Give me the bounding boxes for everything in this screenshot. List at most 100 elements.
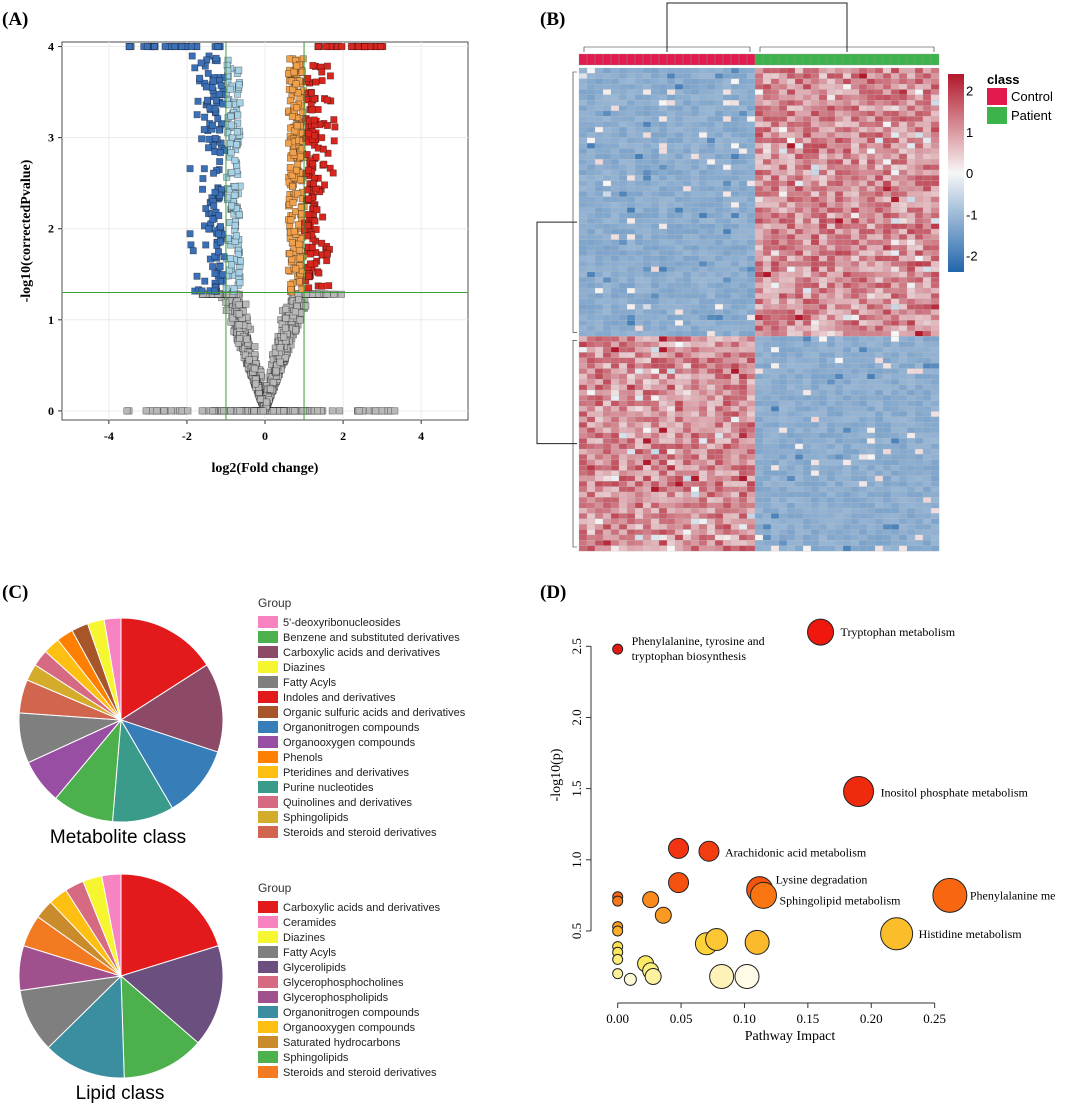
volcano-point-up: [299, 55, 307, 63]
class-annotation-cell: [866, 53, 876, 66]
heatmap-cell: [634, 196, 644, 203]
heatmap-cell: [866, 94, 876, 101]
volcano-point-down-strong: [196, 74, 204, 82]
class-annotation-cell: [850, 53, 860, 66]
heatmap-cell: [922, 255, 932, 262]
heatmap-cell: [634, 400, 644, 407]
heatmap-cell: [866, 250, 876, 257]
heatmap-cell: [610, 389, 620, 396]
heatmap-cell: [778, 363, 788, 369]
heatmap-cell: [826, 159, 836, 165]
heatmap-cell: [802, 330, 812, 337]
heatmap-cell: [578, 67, 588, 74]
heatmap-cell: [898, 379, 908, 385]
heatmap-cell: [674, 73, 684, 79]
heatmap-cell: [834, 416, 844, 423]
heatmap-cell: [650, 207, 660, 214]
heatmap-cell: [762, 239, 772, 246]
heatmap-cell: [898, 352, 908, 359]
volcano-point-ns: [295, 296, 303, 304]
heatmap-cell: [794, 320, 804, 326]
heatmap-cell: [698, 132, 708, 138]
heatmap-cell: [634, 148, 644, 155]
heatmap-cell: [842, 228, 852, 235]
heatmap-cell: [722, 384, 732, 391]
heatmap-cell: [634, 379, 644, 385]
volcano-point-up-strong: [306, 260, 314, 268]
heatmap-cell: [674, 352, 684, 359]
volcano-point-ns: [236, 335, 244, 343]
heatmap-cell: [730, 132, 740, 138]
heatmap-cell: [698, 368, 708, 375]
heatmap-cell: [762, 196, 772, 203]
heatmap-cell: [578, 298, 588, 305]
heatmap-cell: [602, 346, 612, 353]
heatmap-cell: [898, 400, 908, 407]
heatmap-cell: [650, 244, 660, 251]
heatmap-cell: [826, 110, 836, 117]
heatmap-cell: [898, 357, 908, 364]
heatmap-cell: [642, 379, 652, 385]
heatmap-cell: [786, 282, 796, 289]
heatmap-cell: [770, 100, 780, 106]
heatmap-cell: [730, 277, 740, 283]
heatmap-cell: [690, 271, 700, 278]
heatmap-cell: [754, 116, 764, 122]
heatmap-cell: [754, 282, 764, 289]
volcano-point-down: [226, 85, 234, 93]
heatmap-cell: [818, 277, 828, 283]
heatmap-cell: [898, 110, 908, 117]
volcano-point-up: [296, 153, 304, 161]
heatmap-cell: [794, 169, 804, 176]
volcano-point-down-strong: [203, 96, 211, 104]
volcano-point-down-strong: [197, 59, 205, 67]
heatmap-cell: [626, 180, 636, 187]
heatmap-cell: [890, 330, 900, 337]
heatmap-cell: [722, 67, 732, 74]
heatmap-cell: [650, 255, 660, 262]
heatmap-cell: [738, 78, 748, 85]
heatmap-cell: [858, 169, 868, 176]
volcano-point-down-strong: [200, 126, 208, 134]
heatmap-cell: [650, 320, 660, 326]
heatmap-cell: [706, 196, 716, 203]
heatmap-cell: [618, 218, 628, 224]
volcano-point-up-strong: [322, 43, 330, 51]
heatmap-cell: [770, 159, 780, 165]
heatmap-cell: [890, 67, 900, 74]
heatmap-cell: [690, 379, 700, 385]
volcano-point-up-strong: [307, 250, 315, 258]
heatmap-cell: [594, 100, 604, 106]
volcano-point-down: [228, 168, 236, 176]
heatmap-cell: [730, 148, 740, 155]
heatmap-cell: [850, 153, 860, 160]
heatmap-cell: [786, 373, 796, 380]
volcano-point-ns: [314, 407, 322, 415]
heatmap-cell: [930, 298, 940, 305]
heatmap-cell: [626, 228, 636, 235]
heatmap-cell: [850, 298, 860, 305]
heatmap-cell: [802, 320, 812, 326]
heatmap-cell: [866, 271, 876, 278]
heatmap-cell: [882, 207, 892, 214]
heatmap-cell: [746, 100, 756, 106]
heatmap-cell: [922, 239, 932, 246]
heatmap-cell: [930, 266, 940, 273]
heatmap-cell: [594, 143, 604, 149]
heatmap-cell: [882, 212, 892, 219]
heatmap-cell: [674, 346, 684, 353]
volcano-point-up-strong: [305, 130, 313, 138]
heatmap-cell: [578, 148, 588, 155]
heatmap-cell: [826, 83, 836, 90]
heatmap-cell: [778, 83, 788, 90]
heatmap-cell: [706, 357, 716, 364]
heatmap-cell: [730, 325, 740, 332]
heatmap-cell: [906, 341, 916, 348]
heatmap-cell: [626, 175, 636, 181]
heatmap-cell: [682, 282, 692, 289]
heatmap-cell: [930, 352, 940, 359]
class-annotation-cell: [922, 53, 932, 66]
heatmap-cell: [706, 169, 716, 176]
heatmap-cell: [778, 400, 788, 407]
class-annotation-cell: [714, 53, 724, 66]
